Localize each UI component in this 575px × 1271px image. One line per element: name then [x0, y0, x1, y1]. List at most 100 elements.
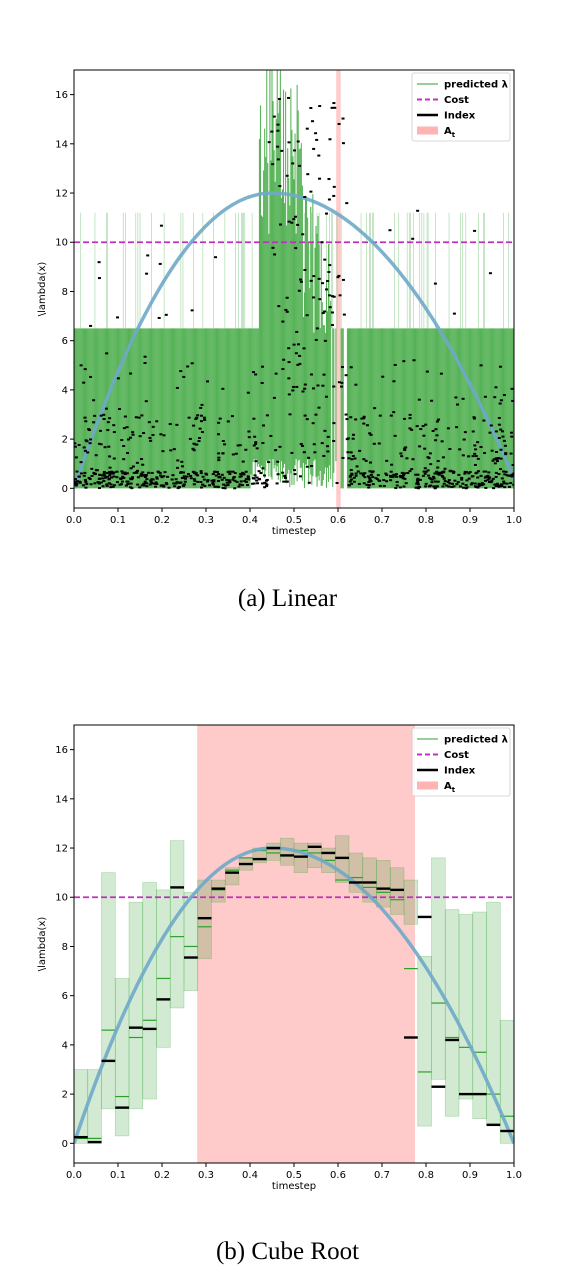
- index-point: [211, 482, 215, 485]
- index-point: [436, 460, 440, 463]
- legend-item-3-label: Index: [444, 111, 476, 122]
- index-point: [192, 442, 196, 445]
- index-point: [270, 130, 274, 133]
- index-point: [327, 271, 331, 274]
- index-point: [300, 444, 304, 447]
- index-point: [341, 142, 345, 145]
- y-tick-label: 0: [62, 484, 68, 495]
- index-point: [431, 475, 435, 478]
- index-point: [126, 482, 130, 485]
- index-point: [154, 485, 158, 488]
- index-point: [155, 420, 159, 423]
- index-point: [434, 439, 438, 442]
- legend: predicted λ Cost Index At: [411, 72, 511, 142]
- index-point: [435, 470, 439, 473]
- index-point: [106, 429, 110, 432]
- index-point: [417, 398, 421, 401]
- index-point: [265, 483, 269, 486]
- index-point: [175, 466, 179, 469]
- index-point: [93, 414, 97, 417]
- index-point: [467, 472, 471, 475]
- index-point: [223, 443, 227, 446]
- index-point: [411, 458, 415, 461]
- predicted-lambda-interval: [114, 978, 130, 1137]
- index-point: [347, 457, 351, 460]
- index-point: [402, 485, 406, 488]
- index-point: [103, 476, 107, 479]
- index-point: [332, 102, 336, 105]
- index-point: [119, 477, 123, 480]
- index-point: [74, 456, 78, 459]
- index-point: [398, 486, 402, 489]
- index-point: [427, 474, 431, 477]
- index-point: [148, 483, 152, 486]
- index-point: [461, 486, 465, 489]
- index-point: [129, 467, 133, 470]
- index-point: [200, 403, 204, 406]
- index-point: [240, 484, 244, 487]
- index-point: [362, 458, 366, 461]
- index-point: [298, 475, 302, 478]
- index-point: [499, 448, 503, 451]
- index-point: [303, 387, 307, 390]
- index-point: [75, 470, 79, 473]
- index-point: [82, 446, 86, 449]
- x-axis-label: timestep: [272, 526, 316, 537]
- index-point: [327, 198, 331, 201]
- index-point: [434, 428, 438, 431]
- legend-item-4-swatch: [417, 126, 438, 135]
- index-point: [162, 434, 166, 437]
- index-point: [276, 123, 280, 126]
- index-point: [107, 478, 111, 481]
- index-point: [122, 476, 126, 479]
- true-lambda-curve: [74, 846, 514, 1144]
- index-point: [84, 486, 88, 489]
- index-point: [176, 459, 180, 462]
- index-point: [459, 485, 463, 488]
- index-point: [337, 122, 341, 125]
- index-point: [107, 445, 111, 448]
- index-point: [480, 484, 484, 487]
- index-point: [349, 469, 353, 472]
- index-point: [502, 439, 506, 442]
- legend-item-4-label: At: [444, 126, 456, 139]
- index-point: [203, 418, 207, 421]
- index-point: [403, 448, 407, 451]
- index-point: [323, 310, 327, 313]
- index-point: [322, 373, 326, 376]
- index-point: [192, 478, 196, 481]
- index-point: [325, 288, 329, 291]
- index-point: [408, 417, 412, 420]
- index-point: [436, 466, 440, 469]
- index-point: [425, 370, 429, 373]
- index-point: [123, 415, 127, 418]
- index-point: [175, 481, 179, 484]
- index-point: [368, 470, 372, 473]
- index-point: [511, 399, 514, 402]
- index-point: [241, 460, 245, 463]
- index-point: [416, 473, 420, 476]
- index-point: [375, 478, 379, 481]
- index-point: [147, 421, 151, 424]
- index-point: [101, 485, 105, 488]
- index-point: [222, 476, 226, 479]
- index-point: [262, 424, 266, 427]
- index-point: [320, 241, 324, 244]
- index-point: [510, 473, 514, 476]
- index-point: [421, 425, 425, 428]
- index-point: [271, 163, 275, 166]
- index-point: [156, 470, 160, 473]
- index-point: [208, 484, 212, 487]
- index-point: [350, 473, 354, 476]
- index-point: [422, 434, 426, 437]
- predicted-lambda-interval: [183, 892, 199, 992]
- index-point: [291, 162, 295, 165]
- index-point: [316, 384, 320, 387]
- index-point: [199, 470, 203, 473]
- index-point: [445, 484, 449, 487]
- index-point: [354, 472, 358, 475]
- index-point: [178, 481, 182, 484]
- index-point: [217, 459, 221, 462]
- index-point: [433, 487, 437, 490]
- index-point: [400, 455, 404, 458]
